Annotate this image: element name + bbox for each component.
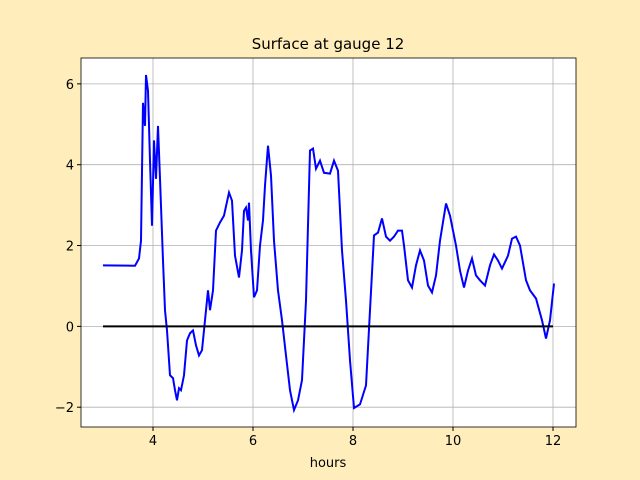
- axes-frame: [80, 57, 577, 428]
- y-tick-label: 6: [66, 78, 74, 93]
- x-axis-label: hours: [310, 456, 347, 471]
- chart-title: Surface at gauge 12: [252, 35, 405, 53]
- x-tick-label: 4: [149, 434, 157, 449]
- x-tick-label: 10: [445, 434, 462, 449]
- data-line: [102, 74, 555, 414]
- x-tick-label: 12: [545, 434, 562, 449]
- y-tick-label: −2: [55, 401, 74, 416]
- x-tick-label: 6: [249, 434, 257, 449]
- lines: [102, 74, 555, 414]
- y-tick-label: 0: [66, 320, 74, 335]
- ticks: 4 6 8 10 12 −2 0 2 4 6: [55, 78, 561, 449]
- y-tick-label: 4: [66, 159, 74, 174]
- plot-area: [81, 58, 576, 427]
- x-tick-label: 8: [349, 434, 357, 449]
- y-tick-label: 2: [66, 240, 74, 255]
